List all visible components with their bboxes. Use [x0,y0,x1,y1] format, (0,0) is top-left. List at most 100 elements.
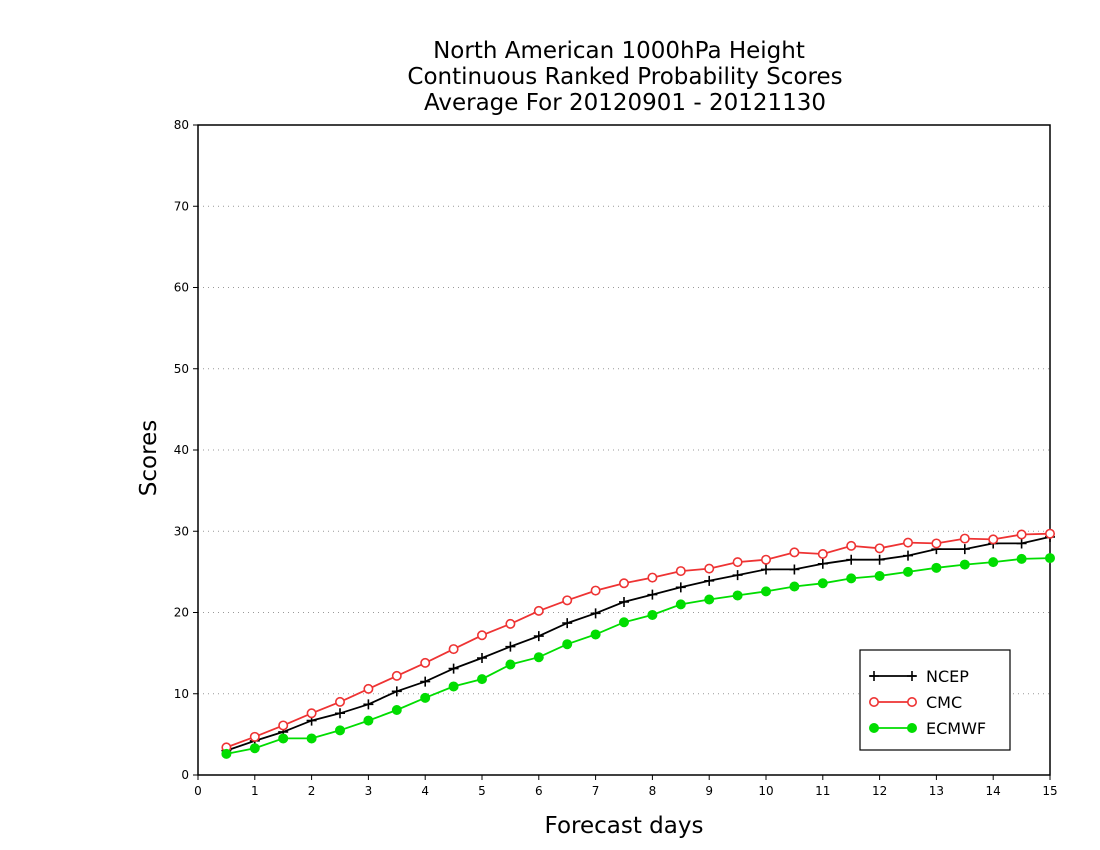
y-tick-label-50: 50 [174,362,189,376]
data-point-cmc-2 [278,720,289,731]
data-point-ecmwf-20 [789,581,800,592]
data-point-ecmwf-8 [448,681,459,692]
data-point-cmc-16 [675,566,686,577]
x-tick-label-15: 15 [1042,784,1057,798]
data-point-cmc-6 [391,670,402,681]
data-point-cmc-15 [647,572,658,583]
legend-marker-ecmwf-end [907,723,917,733]
data-point-ncep-22 [846,554,857,565]
data-point-ecmwf-23 [874,570,885,581]
data-point-ecmwf-12 [562,639,573,650]
data-point-ncep-10 [505,641,516,652]
x-tick-label-8: 8 [649,784,657,798]
data-point-ecmwf-13 [590,629,601,640]
y-tick-label-60: 60 [174,281,189,295]
x-tick-label-2: 2 [308,784,316,798]
data-point-ecmwf-11 [533,652,544,663]
data-point-ecmwf-18 [732,590,743,601]
data-point-ecmwf-26 [959,559,970,570]
x-tick-label-10: 10 [758,784,773,798]
data-point-ncep-7 [420,676,431,687]
data-point-ncep-8 [448,663,459,674]
legend-label-ecmwf: ECMWF [926,719,986,738]
data-point-ncep-15 [647,589,658,600]
series-cmc [221,528,1056,753]
x-tick-label-11: 11 [815,784,830,798]
data-point-cmc-4 [334,696,345,707]
x-tick-label-3: 3 [365,784,373,798]
chart-title-line-3: Average For 20120901 - 20121130 [424,90,826,116]
data-point-ncep-9 [477,653,487,663]
data-point-ncep-12 [562,618,573,629]
data-point-ecmwf-2 [278,733,289,744]
x-tick-label-12: 12 [872,784,887,798]
data-point-cmc-9 [476,630,487,641]
data-point-cmc-12 [562,595,573,606]
data-point-cmc-29 [1045,528,1056,539]
y-tick-label-10: 10 [174,687,189,701]
legend-box [859,649,1011,751]
data-point-ncep-13 [590,608,601,619]
data-point-cmc-26 [959,533,970,544]
data-point-cmc-25 [931,538,942,549]
data-point-ecmwf-27 [988,557,999,568]
data-point-cmc-20 [789,547,800,558]
data-point-ncep-28 [1016,538,1027,549]
legend-marker-ncep-start [869,671,879,681]
y-tick-label-0: 0 [181,768,189,782]
data-point-ncep-17 [704,575,715,586]
chart-title-line-1: North American 1000hPa Height [433,38,805,64]
data-point-ncep-14 [619,596,629,607]
x-tick-label-1: 1 [251,784,259,798]
data-point-ncep-4 [335,708,345,719]
data-point-ecmwf-0 [221,748,232,759]
x-axis-label: Forecast days [545,813,704,839]
series-line-ncep [226,536,1051,752]
legend-marker-cmc-start [868,696,879,707]
data-point-ecmwf-3 [306,733,317,744]
data-point-ncep-24 [903,550,913,561]
data-point-ecmwf-6 [391,705,402,715]
data-point-ecmwf-4 [335,725,345,736]
data-point-cmc-17 [704,563,715,574]
data-point-ecmwf-14 [619,617,629,628]
data-point-ncep-6 [391,686,402,697]
data-point-cmc-13 [590,585,601,596]
y-tick-label-30: 30 [174,524,189,538]
data-point-ncep-21 [817,558,828,569]
data-point-cmc-10 [505,618,516,629]
y-tick-label-80: 80 [174,118,189,132]
data-point-ncep-16 [675,582,686,593]
gridlines [198,205,1050,695]
x-tick-label-0: 0 [194,784,202,798]
x-tick-label-4: 4 [421,784,429,798]
series-group [221,528,1056,759]
data-point-ecmwf-15 [647,609,658,620]
data-point-cmc-23 [874,543,885,554]
data-point-cmc-22 [846,540,857,551]
data-point-ncep-20 [789,564,800,575]
x-tick-label-9: 9 [705,784,713,798]
data-point-ecmwf-29 [1045,553,1055,564]
data-point-ecmwf-28 [1016,553,1027,564]
legend-marker-cmc-end [906,696,917,707]
data-point-cmc-27 [988,534,999,545]
data-point-ncep-26 [959,544,970,555]
legend: NCEP CMC ECMWF [859,649,1011,751]
data-point-ecmwf-5 [363,715,374,726]
y-axis-label: Scores [136,420,162,496]
data-point-cmc-19 [760,554,771,565]
data-point-cmc-28 [1016,529,1027,540]
data-point-cmc-1 [249,731,260,742]
x-tick-label-13: 13 [929,784,944,798]
data-point-ecmwf-21 [817,578,828,589]
data-point-ecmwf-9 [477,674,487,685]
x-tick-label-7: 7 [592,784,600,798]
data-point-cmc-5 [363,683,374,694]
data-point-ncep-18 [732,570,743,581]
data-point-ncep-19 [761,564,771,575]
legend-label-cmc: CMC [926,693,962,712]
data-point-cmc-3 [306,708,317,719]
data-point-ecmwf-24 [903,566,913,577]
